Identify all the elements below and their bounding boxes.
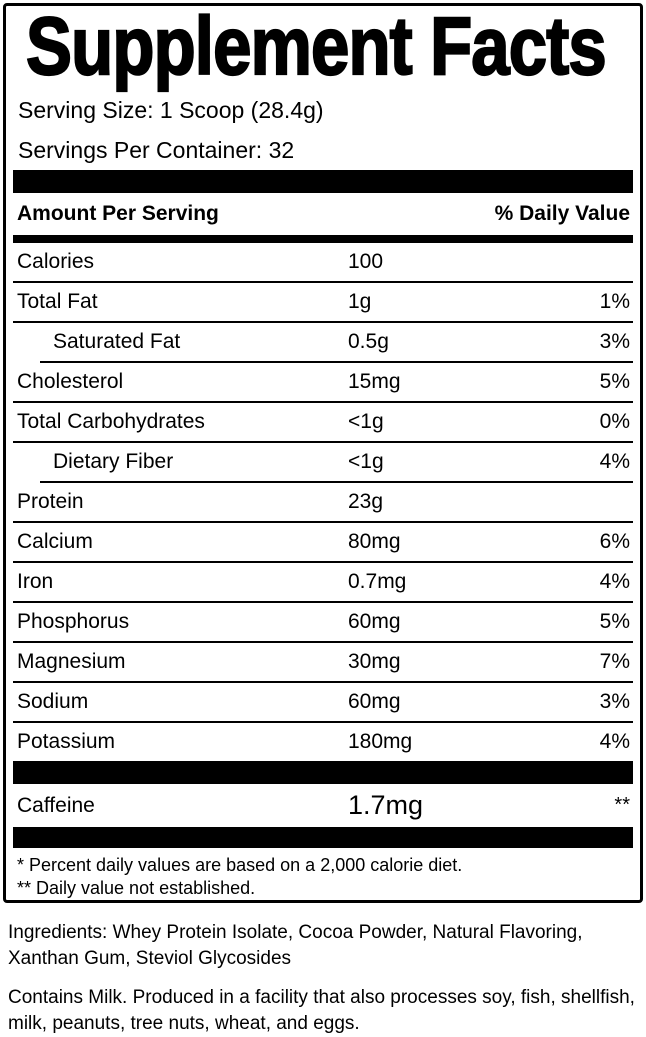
nutrient-name: Magnesium [17,650,126,673]
nutrient-daily-value: 4% [599,730,630,753]
row-divider [13,401,633,403]
nutrient-daily-value: 6% [599,530,630,553]
row-divider [40,481,633,483]
nutrient-daily-value: 0% [599,410,630,433]
nutrient-name: Total Carbohydrates [17,410,205,433]
nutrient-name: Potassium [17,730,116,753]
nutrient-amount: 80mg [348,530,401,553]
nutrient-amount: <1g [348,450,384,473]
ingredients-text: Ingredients: Whey Protein Isolate, Cocoa… [8,922,583,969]
nutrient-name: Iron [17,570,54,593]
nutrient-amount: 0.5g [348,330,389,353]
row-divider [40,361,633,363]
footnote-not-established: ** Daily value not established. [17,878,256,898]
nutrient-amount: 1g [348,290,372,313]
row-divider [13,321,633,323]
row-divider [13,561,633,563]
nutrient-daily-value: 3% [599,330,630,353]
medium-divider-bar [13,235,633,243]
supplement-facts-panel: Supplement Facts Serving Size: 1 Scoop (… [3,3,643,903]
row-divider [13,601,633,603]
nutrient-amount: 0.7mg [348,570,407,593]
nutrient-name: Phosphorus [17,610,130,633]
nutrient-name: Caffeine [17,793,95,817]
nutrient-amount: 1.7mg [348,790,424,820]
nutrient-name: Protein [17,490,84,513]
row-divider [13,441,633,443]
nutrient-daily-value: 4% [599,570,630,593]
nutrient-row: Calcium 80mg 6% [6,523,640,561]
column-header-row: Amount Per Serving % Daily Value [6,193,640,235]
panel-title: Supplement Facts [25,1,607,92]
caffeine-row: Caffeine 1.7mg ** [6,784,640,827]
percent-daily-value-header: % Daily Value [494,202,630,225]
thick-divider-bar [13,827,633,848]
nutrient-name: Dietary Fiber [53,450,174,473]
nutrient-daily-value: ** [614,794,630,816]
row-divider [13,681,633,683]
thick-divider-bar [13,170,633,193]
nutrient-row: Phosphorus 60mg 5% [6,603,640,641]
amount-per-serving-header: Amount Per Serving [17,202,219,225]
nutrient-row: Potassium 180mg 4% [6,723,640,761]
panel-header: Supplement Facts [6,1,640,92]
nutrient-name: Cholesterol [17,370,124,393]
row-divider [13,281,633,283]
row-divider [13,721,633,723]
row-divider [13,521,633,523]
nutrient-amount: 60mg [348,690,401,713]
footnotes: * Percent daily values are based on a 2,… [6,848,640,900]
nutrient-row: Total Carbohydrates <1g 0% [6,403,640,441]
nutrient-amount: 60mg [348,610,401,633]
allergen-text: Contains Milk. Produced in a facility th… [8,987,635,1034]
nutrient-row: Cholesterol 15mg 5% [6,363,640,401]
nutrient-amount: 100 [348,250,384,273]
nutrient-daily-value: 1% [599,290,630,313]
nutrient-daily-value: 7% [599,650,630,673]
nutrient-row: Total Fat 1g 1% [6,283,640,321]
nutrient-name: Saturated Fat [53,330,181,353]
nutrient-amount: 30mg [348,650,401,673]
nutrient-amount: 180mg [348,730,413,753]
nutrient-row: Protein 23g [6,483,640,521]
nutrient-name: Calories [17,250,95,273]
nutrient-row: Iron 0.7mg 4% [6,563,640,601]
servings-per-container-text: Servings Per Container: 32 [18,136,295,163]
serving-size-text: Serving Size: 1 Scoop (28.4g) [18,96,324,123]
nutrient-rows: Calories 100 Total Fat 1g 1% Saturated F… [6,243,640,761]
nutrient-name: Total Fat [17,290,98,313]
nutrient-row: Magnesium 30mg 7% [6,643,640,681]
nutrient-daily-value: 5% [599,370,630,393]
nutrient-amount: <1g [348,410,384,433]
row-divider [13,641,633,643]
nutrient-daily-value: 5% [599,610,630,633]
nutrient-name: Sodium [17,690,89,713]
footnote-daily-values: * Percent daily values are based on a 2,… [17,855,463,875]
nutrient-name: Calcium [17,530,93,553]
thick-divider-bar [13,761,633,784]
nutrient-daily-value: 4% [599,450,630,473]
nutrient-daily-value: 3% [599,690,630,713]
nutrient-row: Saturated Fat 0.5g 3% [6,323,640,361]
nutrient-amount: 23g [348,490,384,513]
nutrient-amount: 15mg [348,370,401,393]
nutrient-row: Dietary Fiber <1g 4% [6,443,640,481]
nutrient-row: Calories 100 [6,243,640,281]
nutrient-row: Sodium 60mg 3% [6,683,640,721]
